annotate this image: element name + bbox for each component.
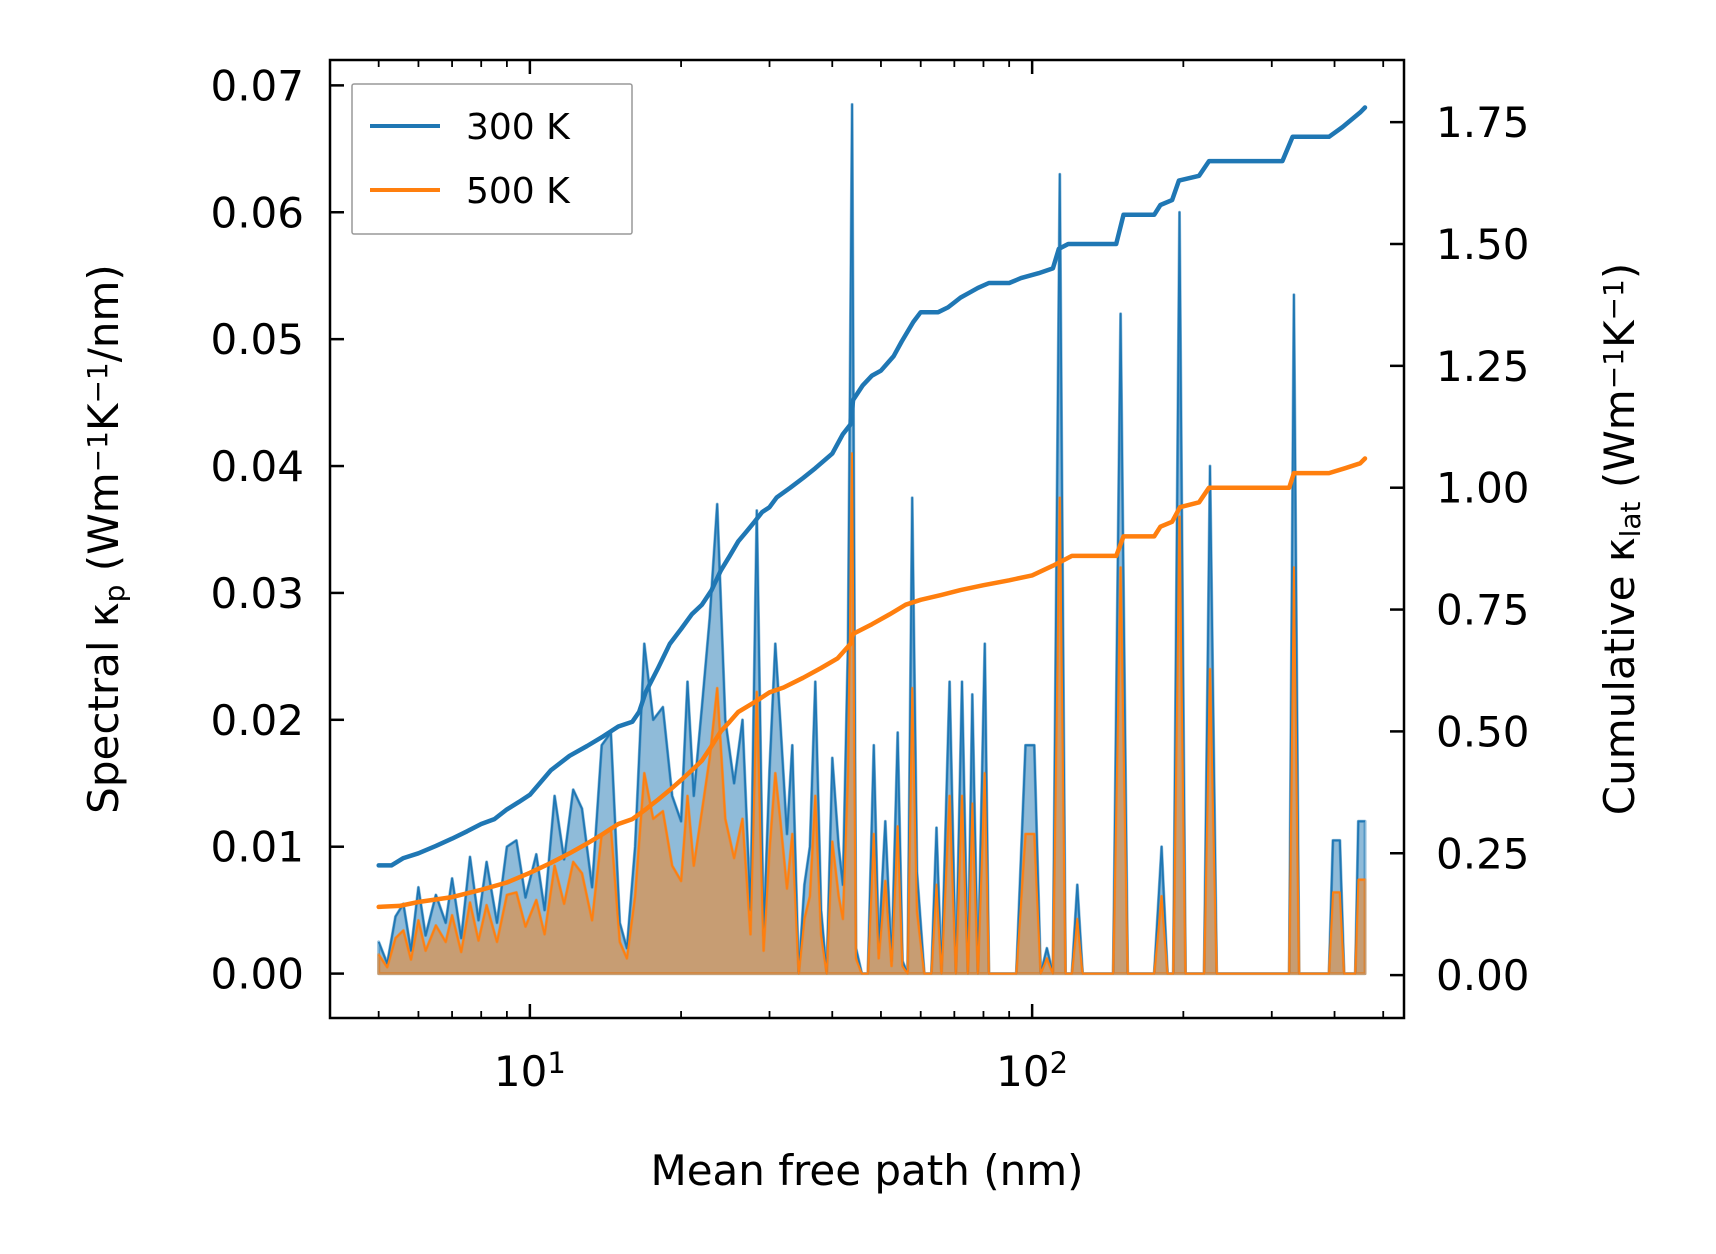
y-right-tick-label: 1.75 (1436, 98, 1530, 147)
y-left-tick-label: 0.02 (210, 696, 304, 745)
cumulative-line-300k (376, 105, 1368, 868)
legend-label-500k: 500 K (466, 171, 571, 212)
y-left-tick-label: 0.05 (210, 315, 304, 364)
y-left-tick-label: 0.00 (210, 950, 304, 999)
y-left-tick-label: 0.01 (210, 823, 304, 872)
y-left-axis-title: Spectral κp (Wm−1K−1/nm) (79, 264, 131, 814)
x-axis-title: Mean free path (nm) (650, 1146, 1083, 1195)
y-right-tick-label: 0.00 (1436, 951, 1530, 1000)
spectral-line-500k (377, 452, 1365, 975)
x-tick-label: 101 (494, 1046, 566, 1096)
y-right-tick-label: 1.00 (1436, 464, 1530, 513)
y-left-tick-label: 0.07 (210, 61, 304, 110)
y-right-tick-label: 0.50 (1436, 707, 1530, 756)
y-right-tick-label: 0.75 (1436, 586, 1530, 635)
y-right-tick-label: 0.25 (1436, 829, 1530, 878)
y-left-tick-label: 0.04 (210, 442, 304, 491)
plot-frame (328, 58, 1406, 1020)
y-left-tick-label: 0.03 (210, 569, 304, 618)
x-tick-label: 102 (996, 1046, 1068, 1096)
legend-box (351, 83, 633, 235)
legend: 300 K 500 K (351, 83, 633, 235)
y-right-axis-title: Cumulative κlat (Wm−1K−1) (1595, 263, 1647, 815)
tick-label-layer: 101 102 0.00 0.01 0.02 0.03 0.04 0.05 0.06 0.07 0.… (210, 61, 1529, 1096)
spectral-line-layer (377, 103, 1365, 975)
cumulative-line-500k (376, 456, 1368, 910)
y-right-tick-label: 1.50 (1436, 220, 1530, 269)
y-left-tick-label: 0.06 (210, 188, 304, 237)
legend-label-300k: 300 K (466, 107, 571, 148)
y-right-tick-label: 1.25 (1436, 342, 1530, 391)
cumulative-line-layer (376, 105, 1368, 910)
